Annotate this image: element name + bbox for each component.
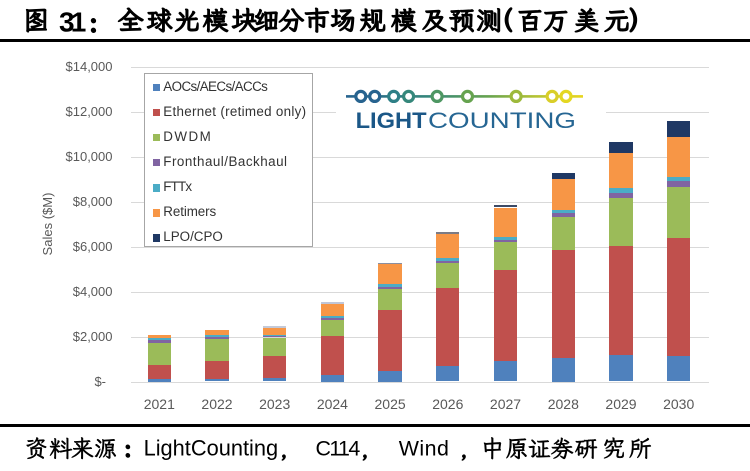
svg-text:LIGHT: LIGHT xyxy=(356,108,427,133)
svg-text:LightCounting: LightCounting xyxy=(144,436,279,461)
svg-text:31: 31 xyxy=(59,6,86,37)
svg-text:C114: C114 xyxy=(316,437,361,461)
svg-text:Wind: Wind xyxy=(399,437,450,461)
svg-text:COUNTING: COUNTING xyxy=(428,108,576,133)
